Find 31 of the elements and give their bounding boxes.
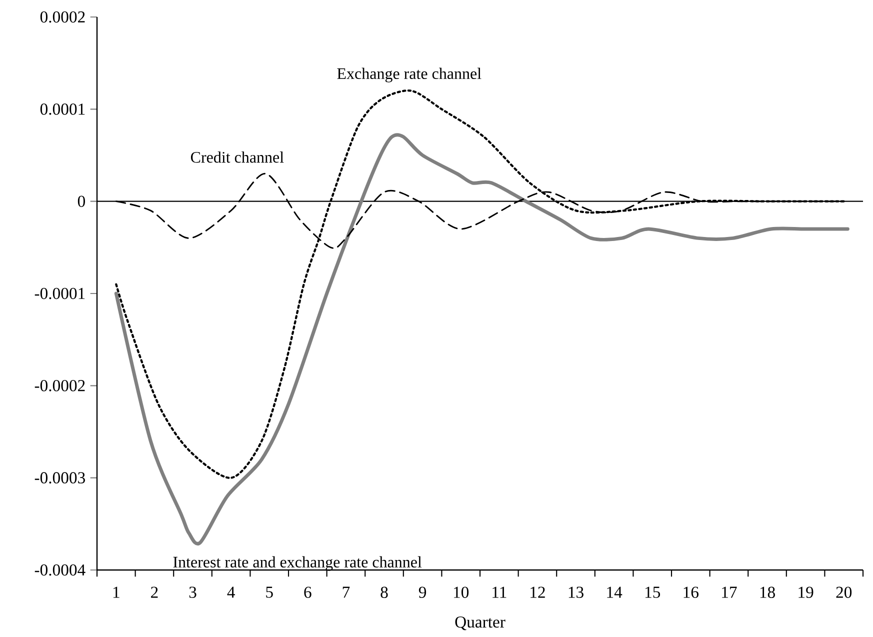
y-tick-label: -0.0004 xyxy=(34,564,86,576)
y-tick-label: 0 xyxy=(78,196,85,207)
series-label: Exchange rate channel xyxy=(337,68,482,82)
y-tick-label: -0.0002 xyxy=(34,380,85,392)
x-tick-label: 4 xyxy=(227,586,235,598)
x-tick-label: 10 xyxy=(454,586,469,598)
x-tick-label: 14 xyxy=(607,586,622,598)
x-tick-label: 16 xyxy=(684,586,698,598)
y-tick-label: 0.0001 xyxy=(40,104,85,115)
x-tick-label: 11 xyxy=(492,586,506,598)
x-tick-label: 19 xyxy=(798,586,814,598)
x-tick-label: 5 xyxy=(266,586,273,598)
x-tick-label: 2 xyxy=(151,586,158,598)
x-tick-label: 18 xyxy=(760,586,775,598)
x-tick-label: 3 xyxy=(189,586,196,598)
series-label: Interest rate and exchange rate channel xyxy=(173,556,422,571)
x-axis-title: Quarter xyxy=(455,616,506,630)
x-tick-label: 7 xyxy=(342,586,350,598)
y-tick-label: -0.0003 xyxy=(34,472,85,484)
x-tick-label: 17 xyxy=(722,586,737,598)
x-tick-label: 6 xyxy=(304,586,312,598)
x-tick-label: 9 xyxy=(418,586,426,598)
x-tick-label: 20 xyxy=(836,586,852,598)
x-tick-label: 8 xyxy=(380,586,388,598)
x-tick-label: 12 xyxy=(530,586,545,598)
y-tick-label: 0.0002 xyxy=(40,11,85,23)
x-tick-label: 1 xyxy=(113,586,120,598)
y-tick-label: -0.0001 xyxy=(34,288,85,300)
series-label: Credit channel xyxy=(190,151,284,163)
x-tick-label: 15 xyxy=(645,586,660,598)
x-tick-label: 13 xyxy=(568,586,584,598)
